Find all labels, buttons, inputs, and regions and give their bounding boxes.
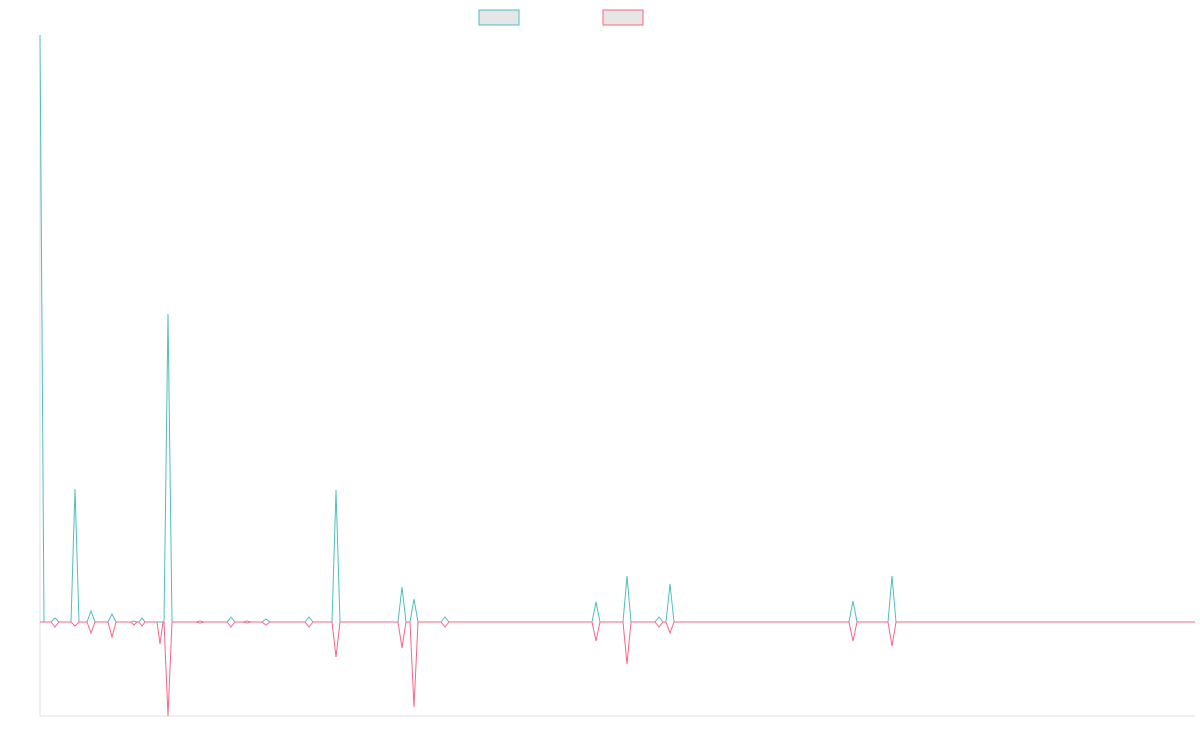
series-line [39,34,1195,623]
legend-swatch [478,9,520,26]
series-line [40,621,1195,717]
legend-swatch [602,9,644,26]
